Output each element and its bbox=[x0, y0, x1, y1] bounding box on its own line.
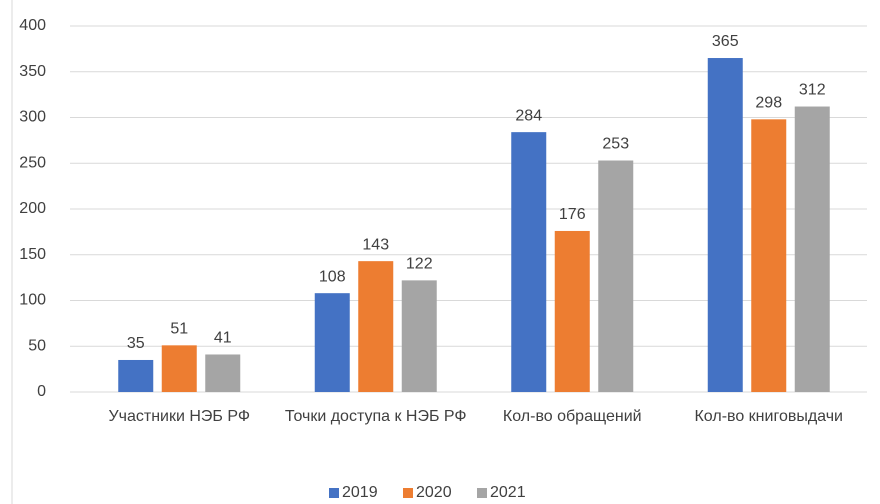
legend-label: 2020 bbox=[416, 484, 452, 501]
y-tick-label: 250 bbox=[19, 154, 46, 171]
data-label: 253 bbox=[602, 136, 629, 153]
bar bbox=[511, 132, 547, 392]
bar bbox=[314, 293, 350, 392]
bar bbox=[707, 58, 743, 393]
x-tick-label: Точки доступа к НЭБ РФ bbox=[284, 408, 467, 425]
data-label: 298 bbox=[755, 95, 782, 112]
x-tick-label: Кол-во книговыдачи bbox=[694, 408, 843, 425]
data-label: 108 bbox=[319, 268, 346, 285]
bar bbox=[358, 261, 394, 392]
bar bbox=[205, 354, 241, 392]
data-label: 35 bbox=[127, 335, 145, 352]
y-tick-label: 200 bbox=[19, 200, 46, 217]
data-label: 284 bbox=[515, 107, 542, 124]
legend-swatch bbox=[329, 488, 339, 498]
y-tick-label: 50 bbox=[28, 337, 46, 354]
bar bbox=[751, 119, 787, 392]
bar bbox=[598, 160, 634, 392]
legend-swatch bbox=[403, 488, 413, 498]
data-label: 365 bbox=[712, 33, 739, 50]
bar bbox=[118, 359, 154, 392]
y-tick-label: 300 bbox=[19, 109, 46, 126]
y-tick-label: 0 bbox=[37, 383, 46, 400]
y-tick-label: 150 bbox=[19, 246, 46, 263]
legend-label: 2021 bbox=[490, 484, 526, 501]
y-tick-label: 350 bbox=[19, 63, 46, 80]
data-label: 143 bbox=[362, 236, 389, 253]
bar bbox=[401, 280, 437, 392]
y-tick-label: 400 bbox=[19, 17, 46, 34]
bar bbox=[794, 106, 830, 393]
x-tick-label: Кол-во обращений bbox=[502, 408, 642, 425]
legend-swatch bbox=[477, 488, 487, 498]
x-tick-label: Участники НЭБ РФ bbox=[108, 408, 251, 425]
bar bbox=[554, 230, 590, 392]
y-tick-label: 100 bbox=[19, 292, 46, 309]
data-label: 41 bbox=[214, 330, 232, 347]
data-label: 176 bbox=[559, 206, 586, 223]
data-label: 51 bbox=[170, 321, 188, 338]
data-label: 312 bbox=[799, 82, 826, 99]
bar bbox=[161, 345, 197, 392]
legend-label: 2019 bbox=[342, 484, 378, 501]
data-label: 122 bbox=[406, 256, 433, 273]
